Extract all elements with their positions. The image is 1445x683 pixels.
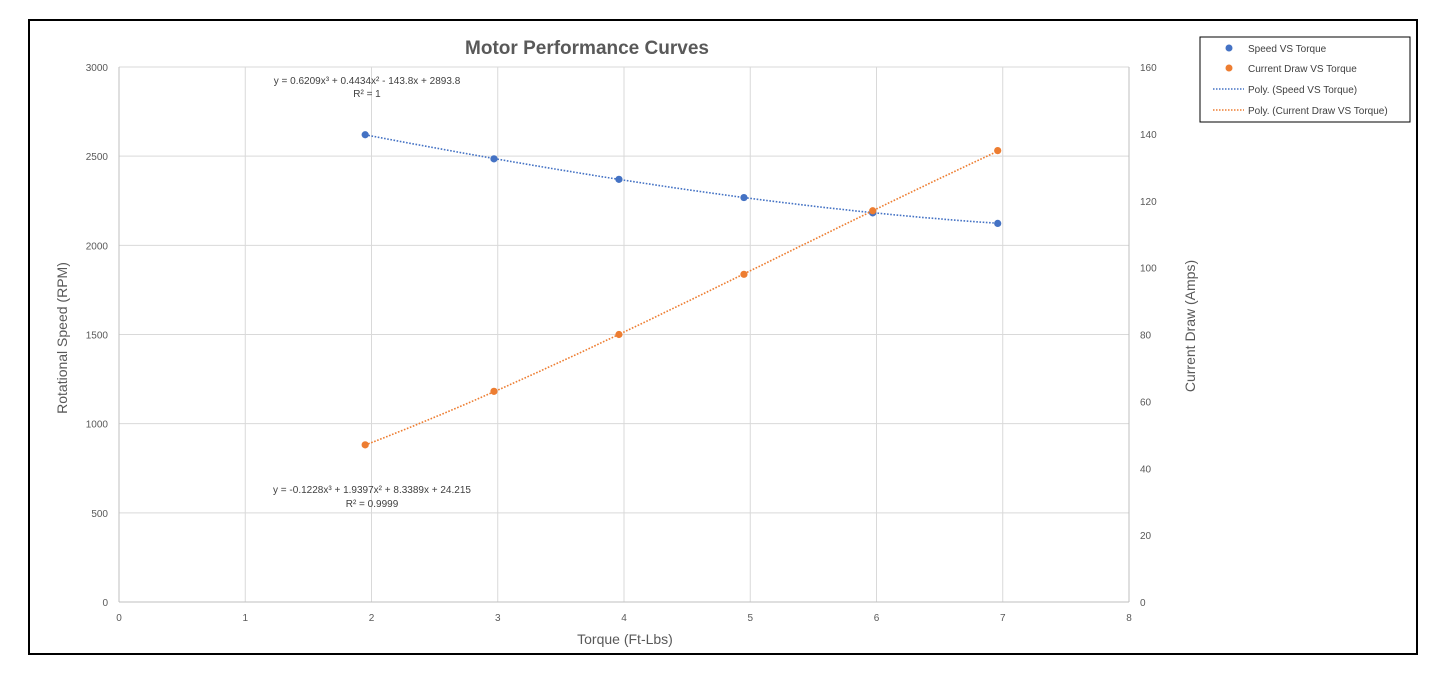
x-tick-label: 2 xyxy=(369,613,375,624)
tick-labels: 0 1 2 3 4 5 6 7 80500100015002000250030000204060… xyxy=(86,63,1157,624)
y-axis-title: Rotational Speed (RPM) xyxy=(54,262,70,414)
y2-tick-label: 40 xyxy=(1140,464,1152,475)
axes xyxy=(118,67,1130,603)
data-point-speed xyxy=(994,219,1002,227)
y2-tick-label: 80 xyxy=(1140,331,1152,342)
trendline-r2-current: R² = 0.9999 xyxy=(346,499,399,510)
legend-marker-current xyxy=(1225,64,1233,72)
legend-box xyxy=(1199,36,1411,123)
gridlines xyxy=(118,66,1130,603)
trendline-r2-speed: R² = 1 xyxy=(353,89,381,100)
y2-tick-label: 20 xyxy=(1140,531,1152,542)
x-tick-label: 8 xyxy=(1126,613,1132,624)
y-tick-label: 1500 xyxy=(86,331,109,342)
data-point-current xyxy=(869,207,877,215)
legend: Speed VS Torque Current Draw VS Torque P… xyxy=(1199,36,1411,123)
legend-label-speed-trend: Poly. (Speed VS Torque) xyxy=(1248,85,1357,96)
x-tick-label: 7 xyxy=(1000,613,1006,624)
y-tick-label: 2000 xyxy=(86,241,109,252)
y2-tick-label: 160 xyxy=(1140,63,1157,74)
y-tick-label: 2500 xyxy=(86,152,109,163)
y-tick-label: 3000 xyxy=(86,63,109,74)
y2-tick-label: 140 xyxy=(1140,130,1157,141)
x-tick-label: 4 xyxy=(621,613,627,624)
x-tick-label: 3 xyxy=(495,613,501,624)
y-tick-label: 1000 xyxy=(86,420,109,431)
data-point-speed xyxy=(740,193,748,202)
y2-tick-label: 100 xyxy=(1140,264,1157,275)
legend-marker-speed xyxy=(1225,44,1233,52)
legend-label-current-trend: Poly. (Current Draw VS Torque) xyxy=(1248,106,1388,117)
y-tick-label: 0 xyxy=(102,598,108,609)
x-tick-label: 5 xyxy=(747,613,753,624)
x-tick-label: 6 xyxy=(874,613,880,624)
y2-tick-label: 120 xyxy=(1140,197,1157,208)
data-point-current xyxy=(994,146,1002,155)
data-point-current xyxy=(490,387,498,395)
trendline-equation-current: y = -0.1228x³ + 1.9397x² + 8.3389x + 24.… xyxy=(273,485,471,496)
legend-label-current: Current Draw VS Torque xyxy=(1248,64,1357,75)
x-axis-title: Torque (Ft-Lbs) xyxy=(577,631,673,647)
data-point-speed xyxy=(361,131,369,139)
legend-label-speed: Speed VS Torque xyxy=(1248,44,1327,55)
y2-tick-label: 60 xyxy=(1140,397,1152,408)
chart-title: Motor Performance Curves xyxy=(465,38,709,59)
y2-axis-title: Current Draw (Amps) xyxy=(1182,260,1198,392)
x-tick-label: 0 xyxy=(116,613,122,624)
x-tick-label: 1 xyxy=(242,613,248,624)
data-point-speed xyxy=(490,155,498,163)
y2-tick-label: 0 xyxy=(1140,598,1146,609)
chart-frame: 0 1 2 3 4 5 6 7 8 0 500 1000 1500 2000 2500 3000 0 20 40 60… xyxy=(28,19,1418,655)
trendline-equation-speed: y = 0.6209x³ + 0.4434x² - 143.8x + 2893.… xyxy=(274,76,461,87)
data-point-current xyxy=(615,330,623,339)
data-point-speed xyxy=(615,175,623,183)
data-points xyxy=(361,131,1002,449)
data-point-current xyxy=(740,270,748,278)
data-point-current xyxy=(361,441,369,449)
trendline-current xyxy=(364,150,999,446)
trendline-speed xyxy=(365,134,998,225)
y-tick-label: 500 xyxy=(91,509,108,520)
trendlines xyxy=(364,134,999,446)
chart-svg: 0 1 2 3 4 5 6 7 80500100015002000250030000204060… xyxy=(54,36,1411,647)
